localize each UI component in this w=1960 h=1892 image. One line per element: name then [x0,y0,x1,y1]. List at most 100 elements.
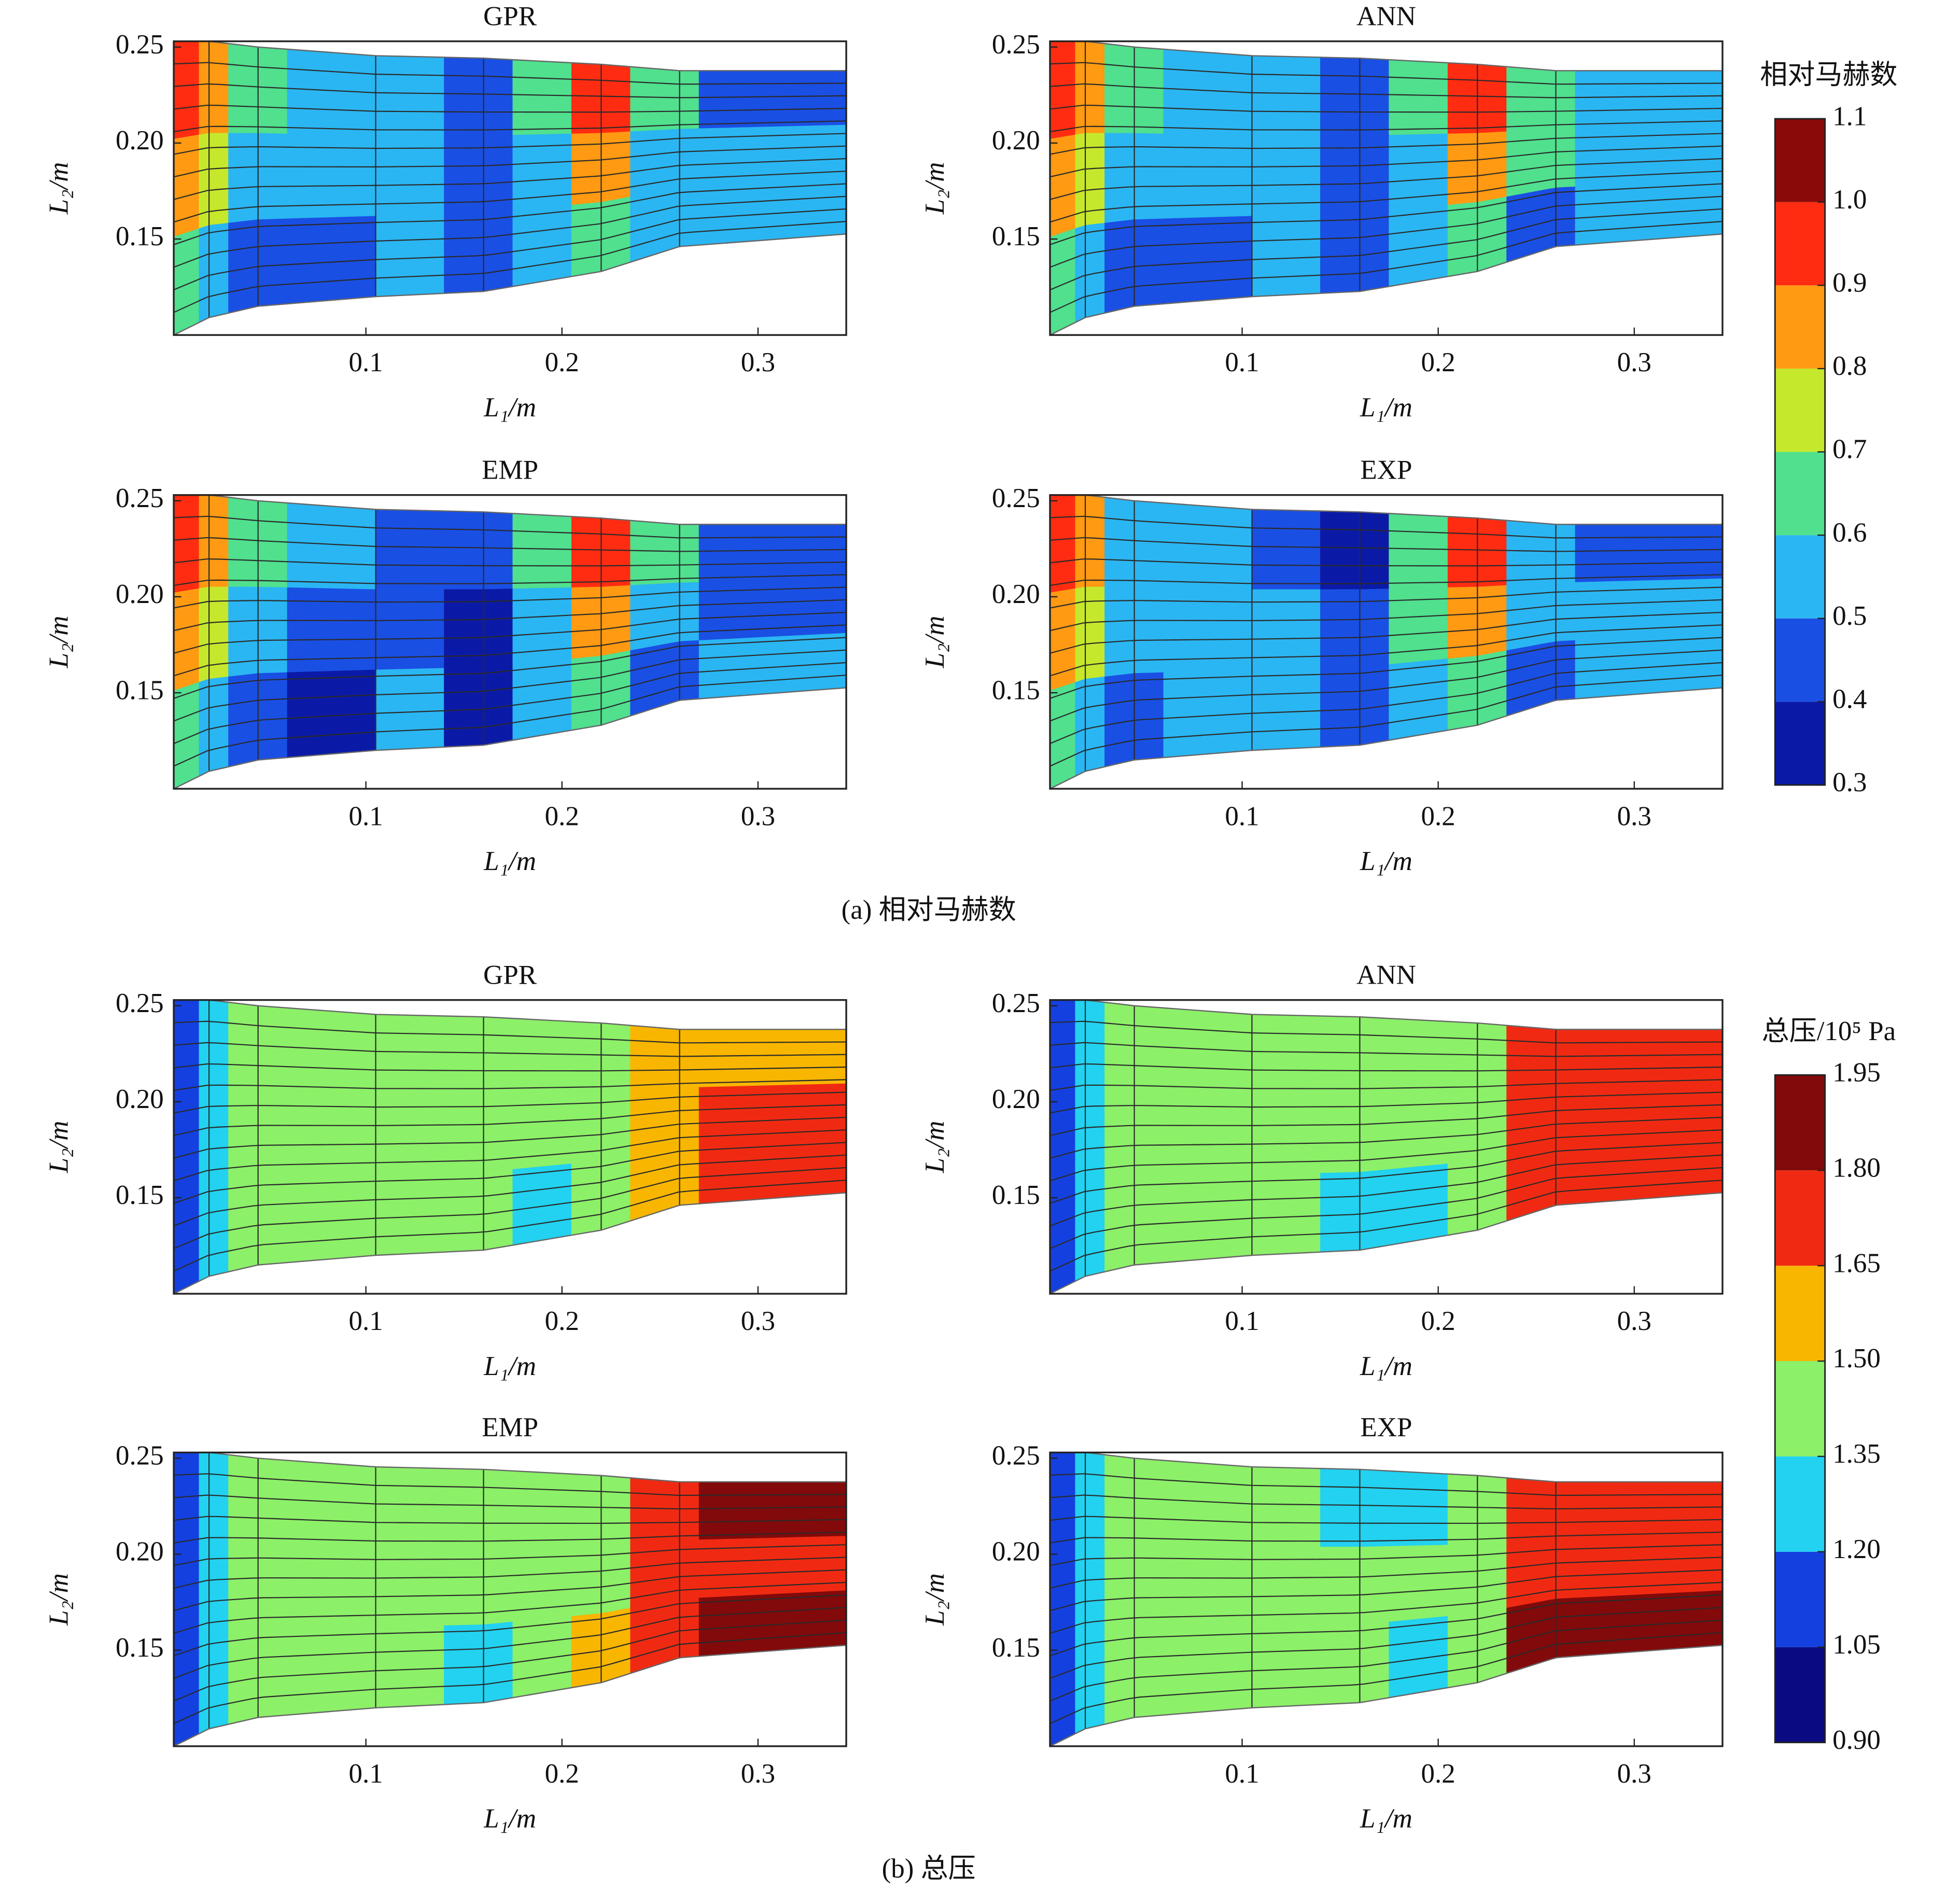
panel [1049,494,1724,790]
x-tick-label: 0.1 [349,347,383,377]
contour-cell [1506,1477,1576,1544]
mesh-line [174,1473,847,1496]
mesh-line [1049,637,1723,699]
contour-cell [1049,682,1076,790]
x-tick-label: 0.2 [1421,801,1455,831]
contour-cell [173,682,200,790]
x-axis-label: L₁/m [483,393,536,423]
axes-frame [1049,1451,1724,1747]
contour-cell [173,1187,200,1295]
mesh-line [173,637,847,699]
colorbar-bin [1775,202,1825,286]
colorbar-tick-label: 1.80 [1832,1153,1881,1183]
mesh-line [174,83,847,99]
x-tick-label: 0.1 [1225,347,1259,377]
y-tick-label: 0.25 [116,483,164,513]
colorbar-bin [1775,1456,1825,1552]
mesh-line [173,624,847,677]
contour-cell [512,1470,572,1547]
mesh-line [173,558,847,567]
contour-cell [512,1616,572,1699]
colorbar-bin [1775,285,1825,369]
colorbar-tick-label: 0.4 [1832,684,1867,714]
panel [173,999,847,1295]
panel [173,40,847,337]
mesh-line [173,1516,847,1524]
y-tick-label: 0.20 [992,579,1040,609]
mesh-line [173,1129,847,1182]
colorbar-bin [1775,618,1825,702]
mesh-line [1049,183,1723,245]
contour-cell [512,1164,572,1246]
mesh-line [173,1544,847,1566]
contour-cell [1251,668,1321,751]
mesh-line [173,171,847,223]
mesh-line [173,221,847,313]
contour-cell [1389,59,1449,136]
mesh-line [1049,195,1723,268]
colorbar-bin [1775,1361,1825,1456]
x-axis-label: L₁/m [483,1804,536,1834]
contour-cell [375,668,445,751]
mesh-line [173,1594,847,1657]
mesh-line [1049,1557,1723,1589]
y-tick-label: 0.25 [992,988,1040,1018]
x-tick-label: 0.1 [1225,1306,1259,1336]
mesh-line [1049,1116,1723,1159]
contour-cell [512,513,572,590]
x-tick-label: 0.3 [1617,801,1651,831]
x-tick-label: 0.2 [545,1759,579,1789]
axes-frame [173,999,847,1295]
contour-cell [444,1015,513,1095]
mesh-line [173,120,847,133]
contour-cell [375,55,445,137]
mesh-line [1049,1531,1723,1544]
mesh-line [1049,1063,1723,1072]
contour-cell [698,524,847,583]
panel-title: EXP [1360,1412,1412,1442]
axes-frame [1049,999,1724,1295]
contour-cell [1506,520,1576,586]
mesh-line [1049,1091,1723,1114]
colorbar-bin [1775,1170,1825,1266]
panel [1049,1452,1724,1747]
x-tick-label: 0.3 [1617,347,1651,377]
caption: (b) 总压 [882,1854,976,1884]
contour-cell [375,214,445,297]
x-tick-label: 0.2 [545,1306,579,1336]
y-tick-label: 0.25 [116,1441,164,1471]
colorbar-tick-label: 0.5 [1832,601,1867,631]
contour-cell [1575,1029,1723,1088]
contour-cell [1049,1639,1076,1747]
y-tick-label: 0.25 [992,1441,1040,1471]
mesh-line [1049,62,1723,85]
colorbar-tick-label: 0.9 [1832,268,1867,298]
mesh-line [1049,624,1723,677]
colorbar-tick-label: 1.65 [1832,1248,1881,1278]
colorbar-tick-label: 0.8 [1832,351,1867,381]
colorbar-tick-label: 1.0 [1832,185,1867,215]
contour-cell [173,494,200,594]
contour-cell [173,1639,200,1747]
mesh-line [1049,515,1723,539]
mesh-line [173,1531,847,1544]
mesh-line [173,1142,847,1204]
mesh-line [173,1619,847,1702]
colorbar-bin [1775,1551,1825,1647]
mesh-line [1049,1619,1723,1702]
y-axis-label: L₂/m [44,1120,74,1173]
x-tick-label: 0.1 [349,1759,383,1789]
mesh-line [1049,611,1723,654]
x-axis-label: L₁/m [1360,393,1412,423]
contour-cell [630,1025,700,1091]
axes-frame [173,494,847,790]
mesh-line [1049,1104,1723,1137]
y-tick-label: 0.20 [116,125,164,156]
mesh-line [1049,662,1723,745]
mesh-line [173,611,847,654]
contour-cell [1251,1466,1321,1548]
contour-cell [173,40,200,140]
y-axis-label: L₂/m [920,616,950,669]
mesh-line [173,104,847,113]
x-tick-label: 0.2 [1421,347,1455,377]
